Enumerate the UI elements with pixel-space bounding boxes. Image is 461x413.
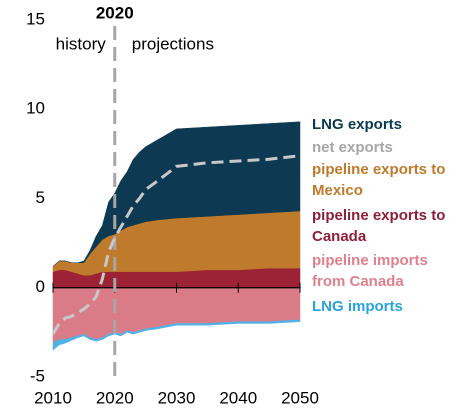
area bbox=[52, 121, 301, 267]
y-tick-label: -5 bbox=[30, 366, 45, 385]
legend-label: LNG exports bbox=[312, 116, 403, 133]
legend-label: LNG imports bbox=[312, 298, 403, 315]
x-tick-label: 2050 bbox=[281, 388, 319, 407]
net-line bbox=[51, 154, 301, 335]
annotation: history bbox=[56, 34, 107, 53]
annotation: projections bbox=[132, 34, 214, 53]
legend-label: pipeline exports to Mexico bbox=[312, 161, 446, 199]
x-tick-label: 2010 bbox=[34, 388, 72, 407]
y-tick-label: 0 bbox=[36, 277, 45, 296]
x-tick-label: 2040 bbox=[219, 388, 257, 407]
x-tick-label: 2020 bbox=[96, 388, 134, 407]
area bbox=[52, 210, 301, 276]
x-tick-label: 2030 bbox=[158, 388, 196, 407]
legend-label: pipeline exports to Canada bbox=[312, 207, 446, 245]
legend-label: net exports bbox=[312, 139, 393, 156]
area bbox=[52, 287, 301, 344]
y-tick-label: 10 bbox=[26, 99, 45, 118]
area bbox=[52, 319, 301, 351]
y-tick-label: 5 bbox=[36, 188, 45, 207]
legend-label: pipeline imports from Canada bbox=[312, 252, 428, 290]
divider-label: 2020 bbox=[96, 3, 134, 22]
y-tick-label: 15 bbox=[26, 9, 45, 28]
